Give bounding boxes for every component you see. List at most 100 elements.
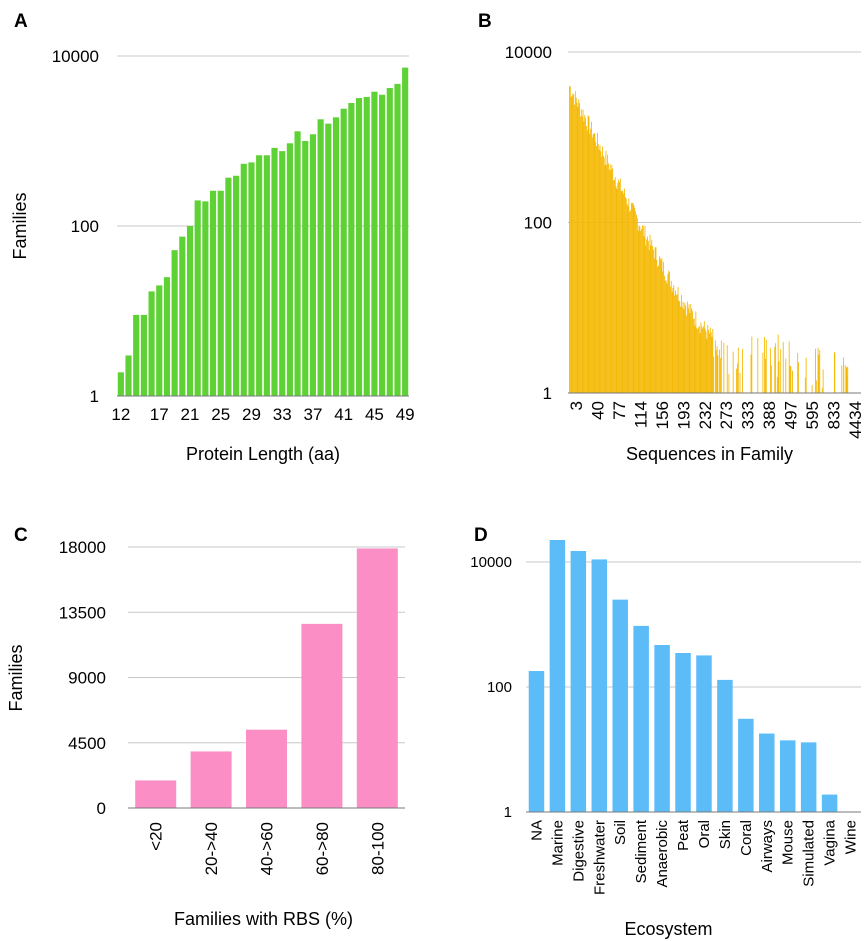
bar <box>834 352 836 393</box>
bar <box>664 275 665 393</box>
bar <box>737 363 738 393</box>
y-tick-label: 100 <box>487 679 512 696</box>
bar <box>770 348 771 393</box>
bar <box>622 191 624 393</box>
bar <box>597 143 599 393</box>
bar <box>681 295 682 393</box>
x-tick-label: 833 <box>825 401 844 429</box>
panel-c: C 0 4500 9000 13500 18000 <20 20->40 40->60 60->8… <box>6 525 405 929</box>
bar <box>584 114 586 393</box>
panel-c-letter: C <box>14 525 28 546</box>
x-tick-label: 333 <box>739 401 758 429</box>
bar <box>340 108 347 397</box>
bar <box>163 277 171 396</box>
bar <box>670 280 672 393</box>
bar <box>658 256 660 393</box>
bar <box>667 274 669 393</box>
bar <box>616 188 618 393</box>
x-tick-label: 21 <box>181 405 200 424</box>
bar <box>647 240 649 393</box>
bar <box>658 265 659 393</box>
x-axis-label: Families with RBS (%) <box>174 909 353 929</box>
bar <box>628 198 630 393</box>
bar <box>709 333 710 393</box>
bar <box>117 372 124 396</box>
bar <box>585 125 587 393</box>
bar <box>386 88 393 397</box>
x-tick-label: 41 <box>334 405 353 424</box>
bar <box>640 231 642 393</box>
x-tick-label: 193 <box>674 401 693 429</box>
bar <box>620 191 622 393</box>
bar <box>678 300 680 393</box>
bar <box>686 301 688 393</box>
bar <box>843 357 844 393</box>
bar <box>549 540 566 812</box>
bar <box>585 117 586 393</box>
bar <box>679 301 681 393</box>
bar <box>726 345 728 393</box>
bar <box>662 271 664 393</box>
bar <box>798 362 799 393</box>
bar <box>844 365 846 393</box>
bar <box>682 301 684 393</box>
bar <box>595 142 597 393</box>
panel-b-letter: B <box>478 11 492 32</box>
x-tick-label: 49 <box>396 405 415 424</box>
bar <box>790 366 792 393</box>
bar <box>684 302 686 393</box>
bar <box>246 729 287 808</box>
x-tick-label: 29 <box>242 405 261 424</box>
bar <box>301 623 343 808</box>
bar <box>751 336 753 393</box>
bar <box>789 365 791 393</box>
bar <box>641 225 643 393</box>
bar <box>818 354 820 393</box>
bar <box>688 304 690 393</box>
bar <box>805 357 807 393</box>
bar <box>580 116 581 393</box>
bar <box>579 103 581 393</box>
bar <box>651 239 653 393</box>
bar <box>271 147 278 396</box>
bar <box>691 308 693 393</box>
bar <box>665 280 667 393</box>
bar <box>698 325 700 393</box>
bar <box>572 93 574 394</box>
bar <box>598 149 600 393</box>
x-tick-label: 20->40 <box>202 822 221 875</box>
x-tick-label: Peat <box>675 819 692 851</box>
y-axis-label: Families <box>6 644 26 711</box>
bar <box>569 86 571 394</box>
bar <box>702 328 704 393</box>
bar <box>785 358 787 393</box>
bar <box>317 119 324 397</box>
bar <box>617 182 619 393</box>
bar <box>717 679 733 812</box>
bar <box>815 348 816 393</box>
bar <box>591 121 592 393</box>
y-tick-label: 1 <box>504 804 512 821</box>
bar <box>586 130 588 393</box>
bar <box>674 295 676 393</box>
bar <box>774 346 776 393</box>
bar <box>719 349 721 393</box>
bar <box>720 340 722 393</box>
x-tick-label: 232 <box>696 401 715 429</box>
bar <box>712 328 714 393</box>
bar <box>711 336 713 393</box>
bar <box>653 249 654 393</box>
x-tick-label: Digestive <box>570 820 587 882</box>
bar <box>302 141 309 396</box>
panel-d-letter: D <box>474 525 488 546</box>
bar <box>171 250 178 396</box>
bar <box>590 128 592 393</box>
bar <box>705 331 707 393</box>
bar <box>701 326 703 393</box>
y-tick-label: 10000 <box>505 43 552 62</box>
bar <box>683 309 685 393</box>
x-tick-label: 497 <box>782 401 801 429</box>
bar <box>821 794 838 812</box>
bar <box>657 267 659 393</box>
